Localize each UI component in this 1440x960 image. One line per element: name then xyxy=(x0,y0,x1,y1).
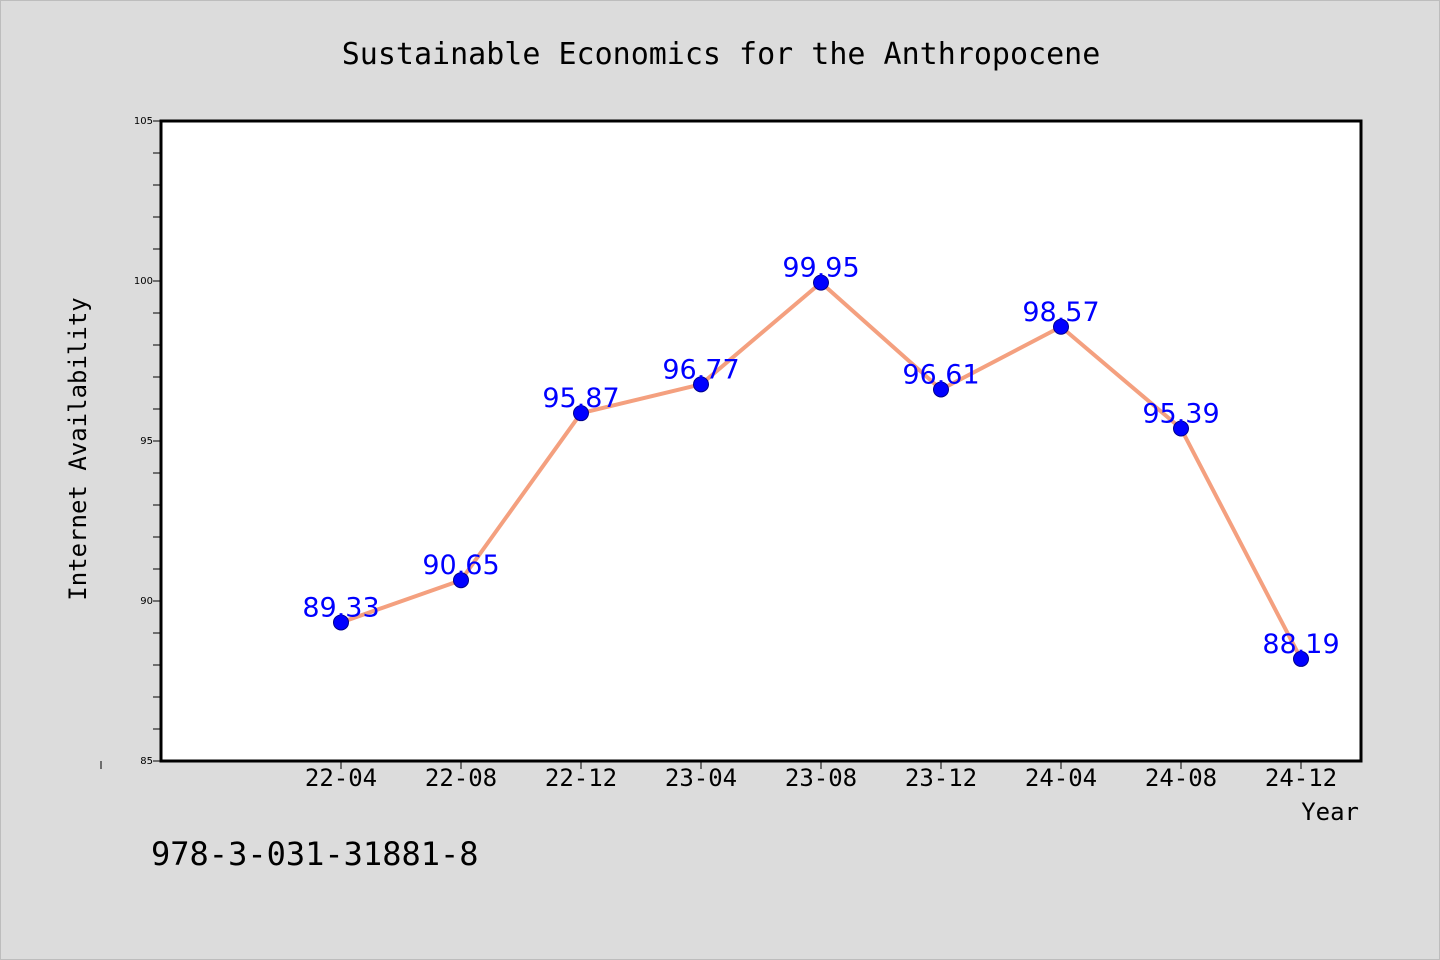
data-label: 95.39 xyxy=(1142,399,1219,430)
data-point xyxy=(1053,318,1069,335)
x-tick-label: 23-04 xyxy=(665,764,737,792)
chart-title: Sustainable Economics for the Anthropoce… xyxy=(342,37,1101,72)
data-point xyxy=(453,572,469,589)
data-label: 90.65 xyxy=(422,550,499,581)
data-label: 89.33 xyxy=(302,592,379,623)
data-point xyxy=(1173,420,1189,437)
x-axis-label: Year xyxy=(1301,798,1359,826)
x-tick-label: 22-08 xyxy=(425,764,497,792)
data-point xyxy=(693,376,709,393)
y-tick-label: 100 xyxy=(134,276,153,287)
data-point xyxy=(1293,650,1309,667)
data-label: 99.95 xyxy=(782,253,859,284)
x-tick-label: 24-04 xyxy=(1025,764,1097,792)
data-label: 98.57 xyxy=(1022,297,1099,328)
y-axis-label: Internet Availability xyxy=(64,297,92,600)
data-point xyxy=(333,614,349,631)
plot-frame xyxy=(159,119,1363,763)
isbn-text: 978-3-031-31881-8 xyxy=(151,835,479,873)
x-tick-label: 22-12 xyxy=(545,764,617,792)
data-labels: 89.33 90.65 95.87 96.77 99.95 96.61 98.57 95.39… xyxy=(302,253,1339,660)
data-label: 96.61 xyxy=(902,359,979,390)
y-tick-label: 95 xyxy=(140,436,153,447)
x-axis: 22-04 22-08 22-12 23-04 23-08 23-12 24-04 24-08… xyxy=(100,761,1337,792)
data-label: 96.77 xyxy=(662,354,739,385)
y-tick-label: 105 xyxy=(134,116,153,127)
y-tick-label: 90 xyxy=(140,596,153,607)
x-tick-label: 24-12 xyxy=(1265,764,1337,792)
plot-area xyxy=(161,121,1361,761)
data-point xyxy=(813,274,829,291)
x-tick-label: 24-08 xyxy=(1145,764,1217,792)
y-axis: 85 90 95 100 105 xyxy=(134,116,161,767)
x-tick-label: 23-12 xyxy=(905,764,977,792)
y-tick-label: 85 xyxy=(140,756,153,767)
data-label: 95.87 xyxy=(542,383,619,414)
x-tick-label: 22-04 xyxy=(305,764,377,792)
series-internet-availability xyxy=(333,274,1309,667)
x-tick-label: 23-08 xyxy=(785,764,857,792)
data-point xyxy=(933,381,949,398)
data-point xyxy=(573,405,589,422)
data-label: 88.19 xyxy=(1262,629,1339,660)
